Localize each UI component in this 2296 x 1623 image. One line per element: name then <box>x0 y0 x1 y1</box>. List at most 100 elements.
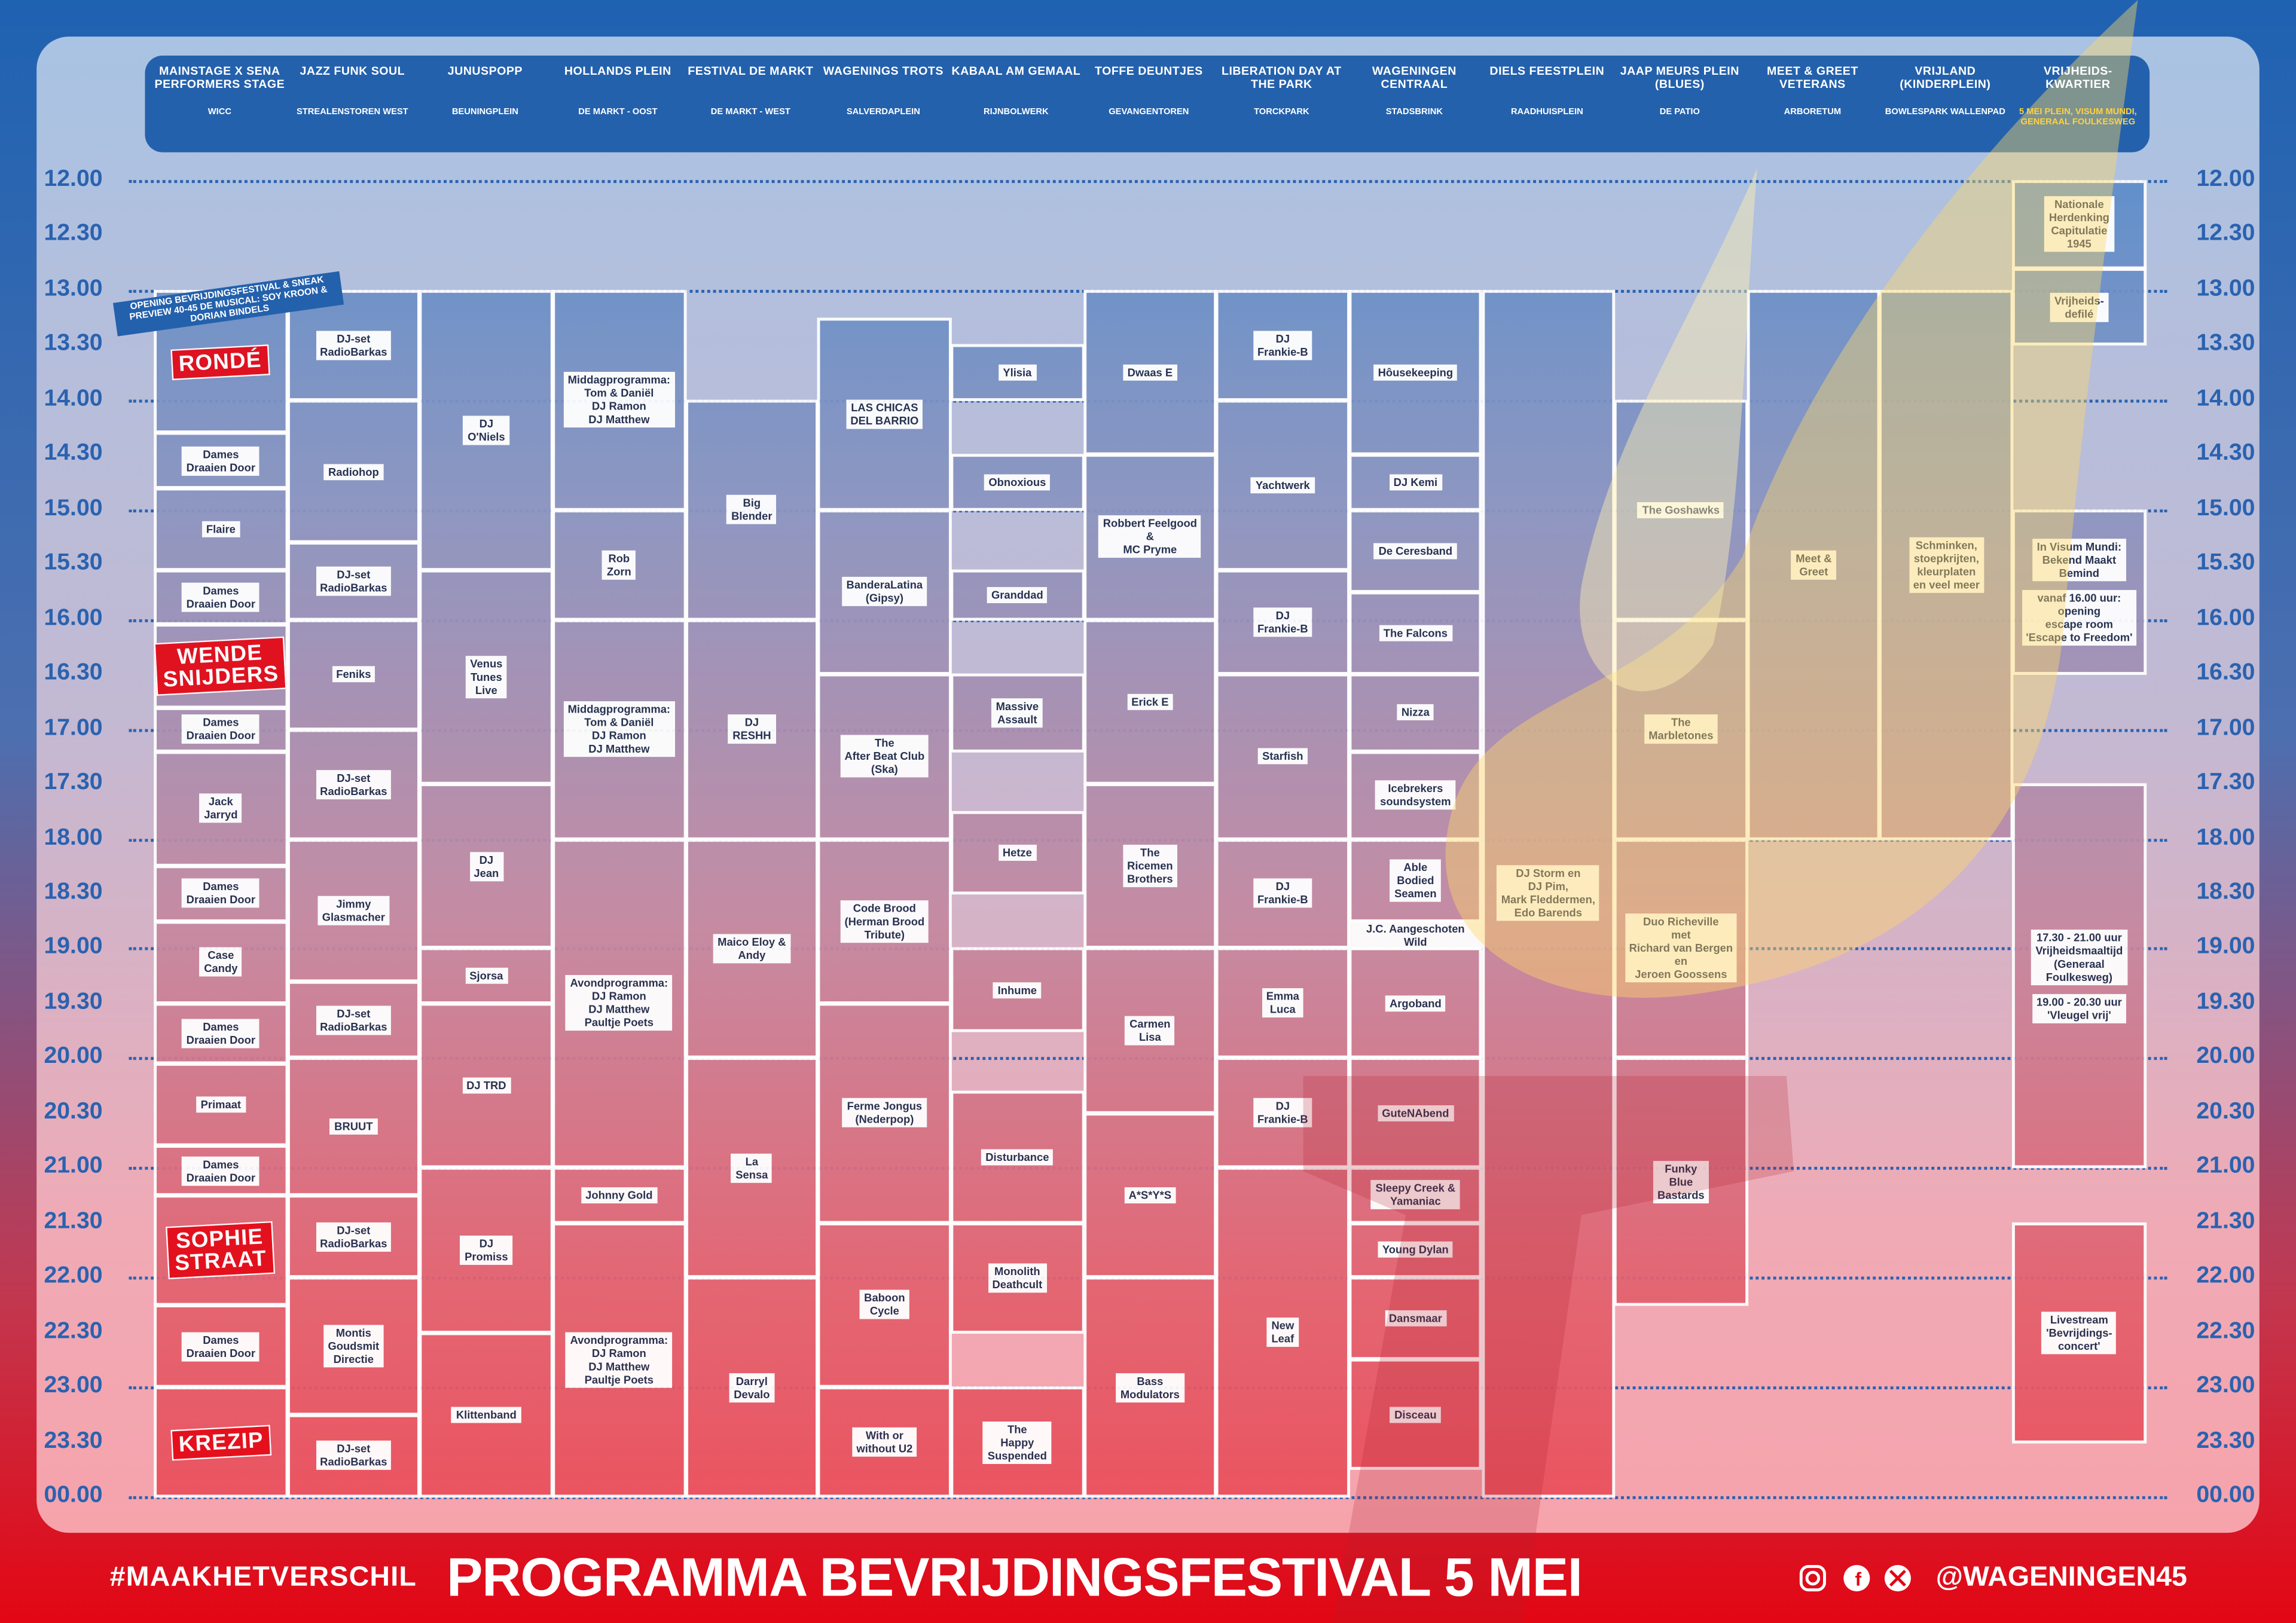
stage-location: SALVERDAPLEIN <box>846 108 920 117</box>
event-label: Dames Draaien Door <box>182 879 260 909</box>
event-label: Avondprogramma: DJ Ramon DJ Matthew Paul… <box>566 1332 673 1388</box>
event-cell: Icebrekers soundsystem <box>1348 750 1483 840</box>
time-label-right: 21.30 <box>2196 1209 2255 1234</box>
event-cell: GuteNAbend <box>1348 1057 1483 1169</box>
event-cell: Nationale Herdenking Capitulatie 1945 <box>2012 180 2147 270</box>
event-cell: Dames Draaien Door <box>154 432 288 489</box>
time-label-right: 13.00 <box>2196 276 2255 302</box>
stage-location: DE MARKT - OOST <box>578 108 658 117</box>
event-label: Maico Eloy & Andy <box>713 934 790 964</box>
event-cell: Primaat <box>154 1063 288 1147</box>
time-label-left: 14.00 <box>44 386 103 411</box>
event-label: DJ RESHH <box>728 714 775 744</box>
stage-location: BOWLESPARK WALLENPAD <box>1885 108 2005 117</box>
event-cell: Young Dylan <box>1348 1222 1483 1279</box>
event-cell: Disceau <box>1348 1359 1483 1471</box>
stage-location: ARBORETUM <box>1784 108 1842 117</box>
event-label: The Ricemen Brothers <box>1122 845 1177 888</box>
event-cell: DJ Frankie-B <box>1216 289 1350 401</box>
stage-name: LIBERATION DAY AT THE PARK <box>1222 64 1342 91</box>
stage-name: FESTIVAL DE MARKT <box>688 64 814 78</box>
event-label: The Happy Suspended <box>983 1420 1052 1463</box>
event-label: DJ-set RadioBarkas <box>315 1221 392 1251</box>
event-cell: The After Beat Club (Ska) <box>817 673 952 840</box>
stage-location: DE MARKT - WEST <box>710 108 790 117</box>
time-label-left: 00.00 <box>44 1483 103 1508</box>
event-label: Vrijheids- defilé <box>2050 292 2109 322</box>
stage-name: TOFFE DEUNTJES <box>1095 64 1203 78</box>
time-label-right: 12.00 <box>2196 167 2255 192</box>
event-cell: Inhume <box>950 947 1085 1032</box>
time-label-right: 22.00 <box>2196 1263 2255 1289</box>
event-label: Robbert Feelgood & MC Pryme <box>1098 516 1202 559</box>
event-cell: Carmen Lisa <box>1083 947 1217 1114</box>
time-label-left: 15.00 <box>44 496 103 521</box>
event-cell: Yachtwerk <box>1216 399 1350 571</box>
event-label: Duo Richeville met Richard van Bergen en… <box>1625 914 1738 983</box>
time-label-right: 17.00 <box>2196 715 2255 741</box>
event-cell: DJ Frankie-B <box>1216 838 1350 949</box>
time-label-right: 23.00 <box>2196 1373 2255 1399</box>
event-label: Code Brood (Herman Brood Tribute) <box>840 900 929 943</box>
time-label-left: 16.30 <box>44 660 103 686</box>
event-label: DJ-set RadioBarkas <box>315 769 392 799</box>
event-cell: SOPHIE STRAAT <box>154 1194 288 1306</box>
event-label: DJ Frankie-B <box>1253 1098 1313 1128</box>
event-label: La Sensa <box>731 1153 773 1183</box>
artist-badge: SOPHIE STRAAT <box>166 1221 276 1280</box>
event-cell: KREZIP <box>154 1386 288 1498</box>
time-label-right: 20.30 <box>2196 1099 2255 1124</box>
time-label-left: 19.30 <box>44 989 103 1014</box>
event-cell: Dwaas E <box>1083 289 1217 456</box>
event-label: Monolith Deathcult <box>988 1263 1047 1292</box>
time-label-left: 18.30 <box>44 879 103 905</box>
event-cell: DJ-set RadioBarkas <box>286 1414 421 1498</box>
time-label-right: 19.30 <box>2196 989 2255 1014</box>
time-label-left: 20.00 <box>44 1044 103 1069</box>
event-cell: DJ-set RadioBarkas <box>286 728 421 840</box>
event-label: Feniks <box>331 666 375 683</box>
time-label-left: 12.30 <box>44 221 103 247</box>
time-label-left: 23.00 <box>44 1373 103 1399</box>
event-label: Primaat <box>196 1096 246 1113</box>
event-label: DJ-set RadioBarkas <box>315 331 392 360</box>
stage-location: RAADHUISPLEIN <box>1510 108 1583 117</box>
event-label: Ylisia <box>998 365 1036 381</box>
event-label: DJ Storm en DJ Pim, Mark Fleddermen, Edo… <box>1497 866 1600 922</box>
time-label-left: 19.00 <box>44 934 103 960</box>
stage-column-header: JAZZ FUNK SOUL STREALENSTOREN WEST <box>286 65 418 119</box>
event-cell: Bass Modulators <box>1083 1276 1217 1498</box>
event-label: Livestream 'Bevrijdings- concert' <box>2041 1311 2117 1354</box>
time-label-right: 13.30 <box>2196 331 2255 357</box>
event-label: DJ-set RadioBarkas <box>315 1005 392 1035</box>
time-label-right: 17.30 <box>2196 770 2255 795</box>
time-label-left: 14.30 <box>44 441 103 466</box>
time-label-right: 23.30 <box>2196 1428 2255 1453</box>
event-cell: BRUUT <box>286 1057 421 1196</box>
event-label: BanderaLatina (Gipsy) <box>842 577 927 607</box>
event-label: Carmen Lisa <box>1125 1016 1175 1046</box>
stage-name: MAINSTAGE X SENA PERFORMERS STAGE <box>154 64 285 91</box>
stage-name: KABAAL AM GEMAAL <box>951 64 1081 78</box>
stage-column-header: VRIJLAND (KINDERPLEIN) BOWLESPARK WALLENP… <box>1879 65 2011 119</box>
time-label-right: 21.00 <box>2196 1154 2255 1179</box>
event-label: 19.00 - 20.30 uur 'Vleugel vrij' <box>2032 994 2127 1023</box>
time-label-right: 15.00 <box>2196 496 2255 521</box>
stage-column-header: TOFFE DEUNTJES GEVANGENTOREN <box>1083 65 1214 119</box>
time-label-right: 00.00 <box>2196 1483 2255 1508</box>
time-label-right: 15.30 <box>2196 551 2255 576</box>
stage-column-header: DIELS FEESTPLEIN RAADHUISPLEIN <box>1481 65 1613 119</box>
stage-column-header: FESTIVAL DE MARKT DE MARKT - WEST <box>685 65 816 119</box>
time-label-left: 17.30 <box>44 770 103 795</box>
event-label: Dwaas E <box>1123 365 1177 381</box>
event-cell: Jack Jarryd <box>154 750 288 867</box>
event-label: Dames Draaien Door <box>182 714 260 744</box>
event-label: Montis Goudsmit Directie <box>323 1325 384 1368</box>
event-label: Young Dylan <box>1378 1242 1454 1258</box>
event-label: Icebrekers soundsystem <box>1375 780 1455 810</box>
event-cell: Dames Draaien Door <box>154 1145 288 1196</box>
time-label-left: 17.00 <box>44 715 103 741</box>
time-label-right: 19.00 <box>2196 934 2255 960</box>
event-cell: Venus Tunes Live <box>419 569 554 785</box>
event-cell: Avondprogramma: DJ Ramon DJ Matthew Paul… <box>552 838 686 1169</box>
